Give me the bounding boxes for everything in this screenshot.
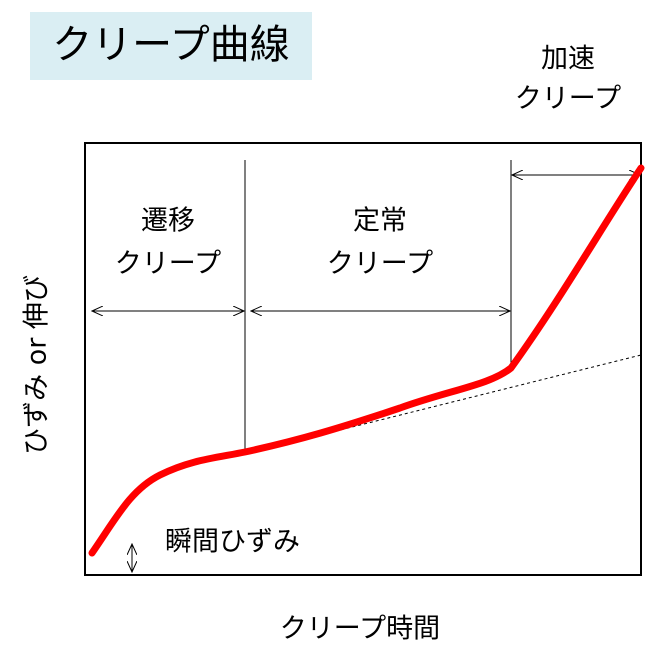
stage-label: 定常 [353,206,407,237]
stage-label: 加速 [541,44,595,75]
stage-label: クリープ [327,249,433,280]
stage-label: クリープ [115,249,221,280]
title: クリープ曲線 [52,22,290,68]
creep-curve [88,164,645,557]
title-box [30,12,312,80]
x-axis-label: クリープ時間 [280,614,440,645]
instant-strain-label: 瞬間ひずみ [165,527,300,558]
stage-label: クリープ [515,84,621,115]
extrapolation-line [299,354,642,441]
stage-label: 遷移 [141,206,195,237]
plot-frame [84,142,642,576]
y-axis-label: ひずみ or 伸び [22,275,53,455]
